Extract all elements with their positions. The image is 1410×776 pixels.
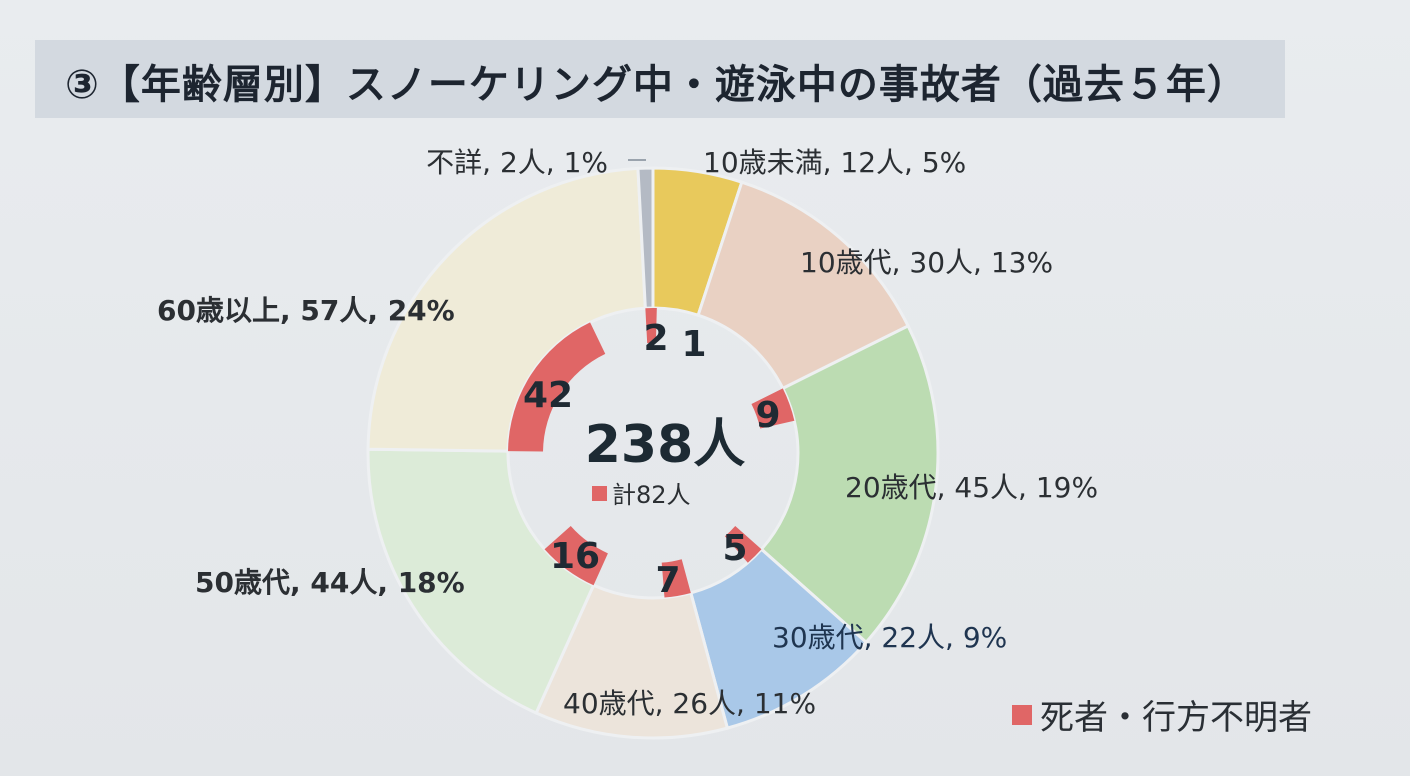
legend: 死者・行方不明者: [1012, 690, 1312, 739]
death-value-label-3: 5: [722, 528, 747, 569]
death-arc-4: [661, 559, 691, 598]
legend-swatch-deaths: [1012, 704, 1032, 725]
segment-label-3: 30歳代, 22人, 9%: [772, 621, 1007, 654]
death-value-label-7: 2: [643, 318, 668, 359]
death-arc-5: [544, 526, 608, 586]
segment-label-7: 不詳, 2人, 1%: [426, 146, 608, 179]
center-deaths-label: 計82人: [612, 481, 691, 509]
death-arc-0: [653, 308, 657, 344]
segment-label-1: 10歳代, 30人, 13%: [800, 246, 1053, 279]
donut-segment-1: [696, 180, 911, 391]
segment-label-5: 50歳代, 44人, 18%: [195, 566, 465, 599]
segment-label-2: 20歳代, 45人, 19%: [845, 471, 1098, 504]
death-arc-2: [751, 388, 795, 429]
death-value-label-6: 42: [523, 375, 573, 416]
segment-label-6: 60歳以上, 57人, 24%: [157, 294, 455, 327]
chart-title: ③【年齢層別】スノーケリング中・遊泳中の事故者（過去５年）: [65, 62, 1248, 108]
legend-label: 死者・行方不明者: [1040, 698, 1312, 738]
donut-segment-2: [759, 323, 940, 645]
death-value-label-2: 9: [755, 395, 780, 436]
death-value-label-5: 16: [550, 536, 600, 577]
segment-label-0: 10歳未満, 12人, 5%: [703, 146, 966, 179]
center-total-label: 238人: [585, 415, 746, 475]
center-deaths-swatch: [592, 486, 607, 501]
death-arc-6: [508, 322, 606, 452]
death-value-label-4: 7: [655, 560, 680, 601]
title-bar: [35, 40, 1285, 118]
death-value-label-0: 1: [681, 324, 706, 365]
death-arc-3: [724, 526, 762, 563]
segment-label-4: 40歳代, 26人, 11%: [563, 687, 816, 720]
death-arc-7: [645, 308, 653, 344]
